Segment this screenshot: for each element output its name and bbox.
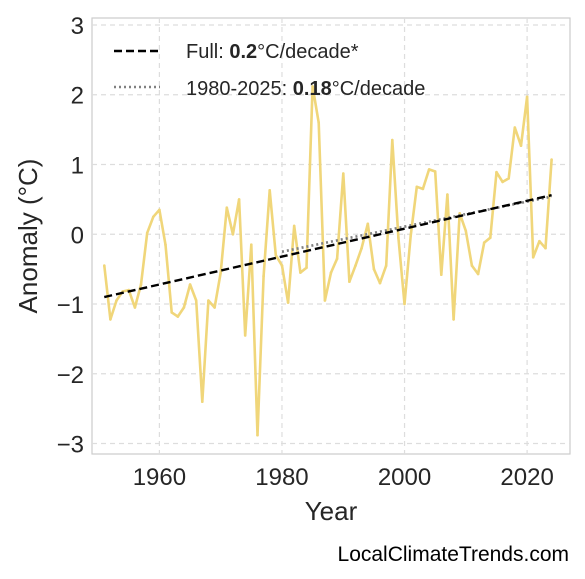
data-point [286,301,290,304]
data-point [250,243,253,246]
data-point [237,198,241,201]
x-ticks: 1960 1980 2000 2020 [133,464,554,491]
data-point [348,280,351,284]
data-point [544,246,547,250]
data-point [489,236,492,239]
data-point [384,264,388,267]
data-point [452,318,455,321]
data-point [164,243,167,246]
data-point [176,315,180,318]
data-point [170,311,173,314]
data-point [415,185,419,189]
trend-line-recent [281,195,552,253]
data-point [378,281,382,285]
series-layer [103,85,553,437]
trend-layer [103,194,552,299]
data-point [194,299,198,302]
data-point [391,138,394,142]
legend: Full: 0.2°C/decade* 1980-2025: 0.18°C/de… [114,41,425,100]
data-point [152,215,155,219]
data-point [397,236,400,239]
data-point [115,299,118,302]
data-point [507,177,511,180]
y-tick-label: −2 [57,362,84,389]
y-tick-label: 1 [71,152,84,179]
x-axis-label: Year [305,496,358,526]
data-point [292,224,296,228]
data-point [188,283,192,286]
data-point [139,283,143,286]
data-point [501,180,504,184]
data-point [440,273,443,277]
data-point [482,241,486,244]
x-tick-label: 1980 [255,464,308,491]
data-point [256,433,259,437]
data-point [550,158,553,161]
legend-label-recent: 1980-2025: 0.18°C/decade [186,78,425,100]
grid [92,18,570,454]
data-point [427,168,431,171]
data-point [299,271,302,274]
data-point [409,234,413,237]
x-tick-label: 2000 [378,464,431,491]
legend-label-full: Full: 0.2°C/decade* [186,41,359,63]
data-point [158,208,161,212]
data-point [525,95,529,99]
data-point [360,246,363,250]
data-point [433,170,437,173]
y-tick-label: 2 [71,83,84,110]
data-point [103,264,106,267]
data-point [280,264,284,267]
data-point [145,231,149,235]
data-point [305,266,308,270]
data-point [311,85,314,88]
data-point [403,302,406,306]
data-point [342,172,345,175]
source-credit: LocalClimateTrends.com [337,543,569,566]
data-point [182,306,186,309]
y-ticks: −3 −2 −1 0 1 2 3 [57,13,84,459]
data-point [513,126,517,129]
data-point [495,170,498,174]
data-point [207,299,210,302]
data-point [219,271,222,274]
y-axis-label: Anomaly (°C) [13,159,43,314]
data-point [335,257,339,261]
data-point [133,306,137,309]
data-point [538,239,541,243]
data-point [201,400,204,404]
data-point [476,272,480,276]
data-point [323,299,327,302]
data-point [519,144,523,147]
data-point [458,212,462,215]
data-point [372,267,376,271]
data-point [231,233,235,236]
data-point [268,189,272,192]
data-point [366,222,370,226]
data-point [421,187,425,191]
data-point [470,264,474,267]
anomaly-series-line [103,85,553,437]
x-tick-label: 2020 [500,464,553,491]
x-tick-label: 1960 [133,464,186,491]
y-tick-label: 3 [71,13,84,40]
data-point [243,334,247,337]
trend-line-full [103,194,552,299]
y-tick-label: 0 [71,222,84,249]
y-tick-label: −3 [57,432,84,459]
data-point [213,306,216,309]
data-point [531,255,535,259]
data-point [225,206,229,209]
data-point [317,121,321,124]
data-point [446,193,449,196]
data-point [274,253,278,257]
data-point [329,271,333,274]
data-point [262,274,265,278]
data-point [464,229,468,233]
data-point [354,264,357,267]
data-point [109,318,112,321]
y-tick-label: −1 [57,292,84,319]
